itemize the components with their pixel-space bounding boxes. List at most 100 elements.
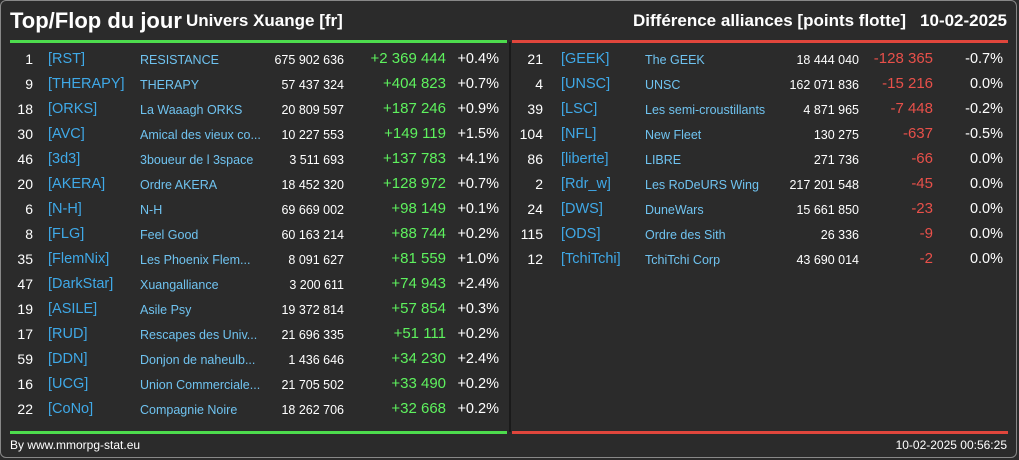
alliance-tag-link[interactable]: [N-H] — [48, 201, 82, 217]
alliance-tag-link[interactable]: [ASILE] — [48, 301, 98, 317]
points-cell: 69 669 002 — [281, 203, 344, 217]
rank-cell: 47 — [17, 276, 33, 292]
points-cell: 8 091 627 — [288, 253, 344, 267]
alliance-tag-link[interactable]: [LSC] — [561, 101, 598, 117]
alliance-name: TchiTchi Corp — [645, 253, 721, 267]
points-cell: 4 871 965 — [803, 103, 859, 117]
delta-cell: +51 111 — [393, 325, 446, 342]
delta-cell: +137 783 — [383, 150, 446, 167]
points-cell: 130 275 — [813, 128, 859, 142]
delta-cell: -7 448 — [890, 100, 933, 117]
alliance-tag-link[interactable]: [UNSC] — [561, 76, 611, 92]
rank-cell: 46 — [17, 151, 33, 167]
delta-cell: +74 943 — [391, 275, 446, 292]
points-cell: 20 809 597 — [281, 103, 344, 117]
alliance-row: 9 [THERAPY] THERAPY 57 437 324 +404 823 +0.7% — [0, 72, 509, 97]
alliance-tag-link[interactable]: [DWS] — [561, 201, 603, 217]
alliance-row: 104 [NFL] New Fleet 130 275 -637 -0.5% — [511, 122, 1019, 147]
rank-cell: 104 — [519, 126, 543, 142]
rank-cell: 21 — [527, 51, 543, 67]
alliance-tag-link[interactable]: [3d3] — [48, 151, 81, 167]
alliance-name: LIBRE — [645, 153, 682, 167]
alliance-tag-link[interactable]: [RUD] — [48, 326, 88, 342]
alliance-name: Les RoDeURS Wing — [645, 178, 759, 192]
alliance-tag-link[interactable]: [CoNo] — [48, 401, 94, 417]
percent-cell: +0.2% — [457, 401, 499, 417]
delta-cell: -15 216 — [882, 75, 933, 92]
points-cell: 19 372 814 — [281, 303, 344, 317]
alliance-row: 47 [DarkStar] Xuangalliance 3 200 611 +74 94… — [0, 272, 509, 297]
difference-title: Différence alliances [points flotte] — [633, 11, 906, 30]
rank-cell: 2 — [535, 176, 543, 192]
alliance-row: 24 [DWS] DuneWars 15 661 850 -23 0.0% — [511, 197, 1019, 222]
points-cell: 1 436 646 — [288, 353, 344, 367]
flop-bar-lower — [512, 431, 1008, 434]
alliance-row: 115 [ODS] Ordre des Sith 26 336 -9 0.0% — [511, 222, 1019, 247]
alliance-row: 2 [Rdr_w] Les RoDeURS Wing 217 201 548 -45 0.… — [511, 172, 1019, 197]
alliance-row: 18 [ORKS] La Waaagh ORKS 20 809 597 +187 246… — [0, 97, 509, 122]
rank-cell: 22 — [17, 401, 33, 417]
points-cell: 18 444 040 — [796, 53, 859, 67]
alliance-tag-link[interactable]: [liberte] — [561, 151, 609, 167]
rank-cell: 9 — [25, 76, 33, 92]
percent-cell: +0.1% — [457, 201, 499, 217]
alliance-row: 1 [RST] RESISTANCE 675 902 636 +2 369 444 +0.… — [0, 47, 509, 72]
alliance-tag-link[interactable]: [RST] — [48, 51, 86, 67]
alliance-tag-link[interactable]: [NFL] — [561, 126, 597, 142]
percent-cell: 0.0% — [969, 176, 1003, 192]
alliance-row: 6 [N-H] N-H 69 669 002 +98 149 +0.1% — [0, 197, 509, 222]
rank-cell: 24 — [527, 201, 543, 217]
alliance-tag-link[interactable]: [DarkStar] — [48, 276, 114, 292]
alliance-tag-link[interactable]: [AVC] — [48, 126, 85, 142]
alliance-row: 59 [DDN] Donjon de naheulb... 1 436 646 +34 … — [0, 347, 509, 372]
rank-cell: 17 — [17, 326, 33, 342]
rank-cell: 1 — [25, 51, 33, 67]
points-cell: 18 452 320 — [281, 178, 344, 192]
rank-cell: 30 — [17, 126, 33, 142]
alliance-row: 46 [3d3] 3boueur de l 3space 3 511 693 +137 … — [0, 147, 509, 172]
alliance-tag-link[interactable]: [DDN] — [48, 351, 88, 367]
rank-cell: 35 — [17, 251, 33, 267]
alliance-tag-link[interactable]: [AKERA] — [48, 176, 106, 192]
footer-source: By www.mmorpg-stat.eu — [10, 438, 141, 452]
rank-cell: 12 — [527, 251, 543, 267]
alliance-tag-link[interactable]: [FLG] — [48, 226, 85, 242]
alliance-tag-link[interactable]: [UCG] — [48, 376, 89, 392]
alliance-tag-link[interactable]: [GEEK] — [561, 51, 610, 67]
points-cell: 43 690 014 — [796, 253, 859, 267]
alliance-row: 19 [ASILE] Asile Psy 19 372 814 +57 854 +0.3% — [0, 297, 509, 322]
percent-cell: 0.0% — [969, 226, 1003, 242]
alliance-name: Les semi-croustillants — [645, 103, 766, 117]
universe-label: Univers Xuange [fr] — [186, 11, 343, 30]
percent-cell: 0.0% — [969, 201, 1003, 217]
percent-cell: +1.0% — [457, 251, 499, 267]
percent-cell: -0.2% — [965, 101, 1003, 117]
points-cell: 3 200 611 — [289, 278, 344, 292]
percent-cell: +4.1% — [457, 151, 499, 167]
alliance-tag-link[interactable]: [ORKS] — [48, 101, 98, 117]
percent-cell: +2.4% — [457, 351, 499, 367]
header-date: 10-02-2025 — [920, 11, 1007, 30]
delta-cell: -637 — [902, 125, 933, 142]
points-cell: 21 705 502 — [281, 378, 344, 392]
alliance-row: 86 [liberte] LIBRE 271 736 -66 0.0% — [511, 147, 1019, 172]
page-title: Top/Flop du jour — [10, 8, 182, 33]
rank-cell: 8 — [25, 226, 33, 242]
points-cell: 57 437 324 — [281, 78, 344, 92]
alliance-tag-link[interactable]: [THERAPY] — [48, 76, 125, 92]
alliance-tag-link[interactable]: [ODS] — [561, 226, 601, 242]
alliance-row: 21 [GEEK] The GEEK 18 444 040 -128 365 -0.7% — [511, 47, 1019, 72]
alliance-tag-link[interactable]: [Rdr_w] — [561, 176, 611, 192]
points-cell: 10 227 553 — [281, 128, 344, 142]
percent-cell: +2.4% — [457, 276, 499, 292]
delta-cell: +33 490 — [391, 375, 446, 392]
percent-cell: +0.7% — [457, 76, 499, 92]
points-cell: 162 071 836 — [789, 78, 859, 92]
alliance-tag-link[interactable]: [FlemNix] — [48, 251, 110, 267]
delta-cell: +149 119 — [384, 125, 446, 142]
alliance-tag-link[interactable]: [TchiTchi] — [561, 251, 621, 267]
alliance-row: 4 [UNSC] UNSC 162 071 836 -15 216 0.0% — [511, 72, 1019, 97]
percent-cell: +0.2% — [457, 326, 499, 342]
percent-cell: +0.2% — [457, 226, 499, 242]
